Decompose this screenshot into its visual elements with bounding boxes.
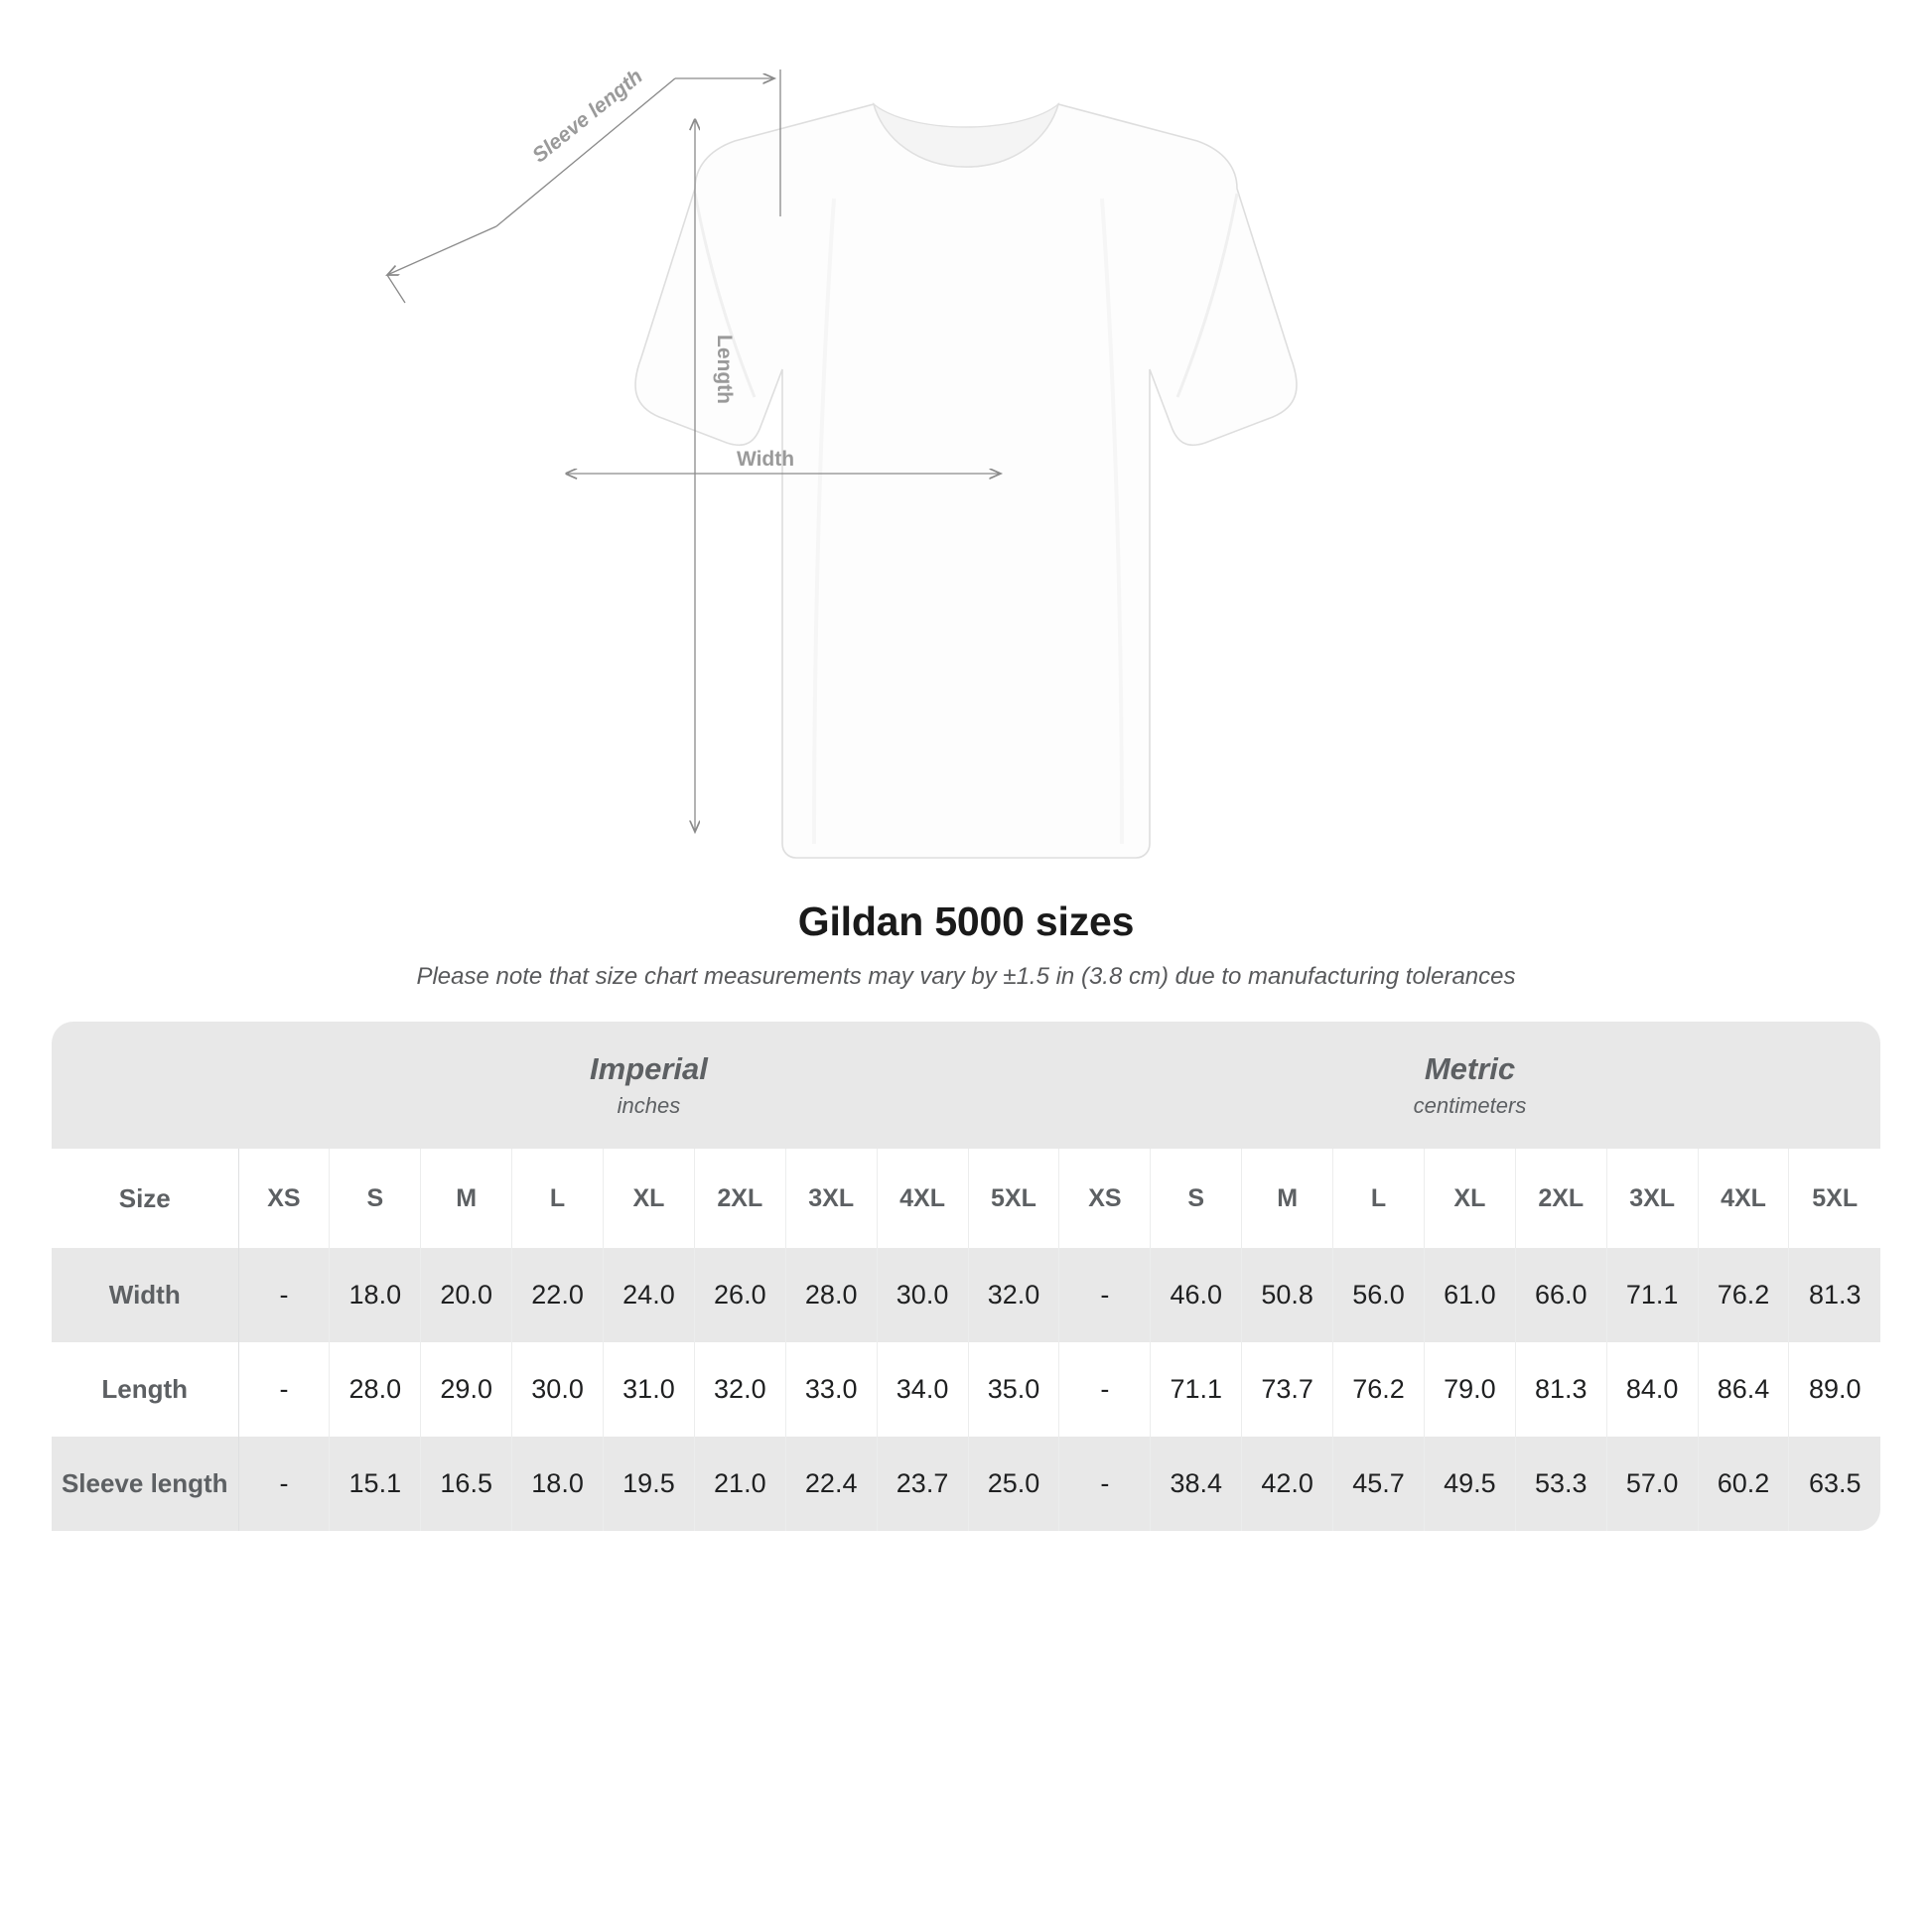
table-row: Width -18.0 20.0 22.0 24.0 26.0 28.0 30.0 32.0-4… — [52, 1248, 1880, 1342]
cell-value: - — [238, 1342, 331, 1437]
unit-group-name: Imperial — [590, 1050, 708, 1086]
cell-value: 23.7 — [877, 1437, 969, 1531]
cell-value: 16.5 — [420, 1437, 513, 1531]
cell-value: - — [238, 1248, 331, 1342]
row-label-length: Length — [52, 1342, 239, 1437]
cell-value: - — [1058, 1342, 1152, 1437]
size-column-header-metric-5xl: 5XL — [1788, 1149, 1880, 1248]
cell-value: 31.0 — [603, 1342, 695, 1437]
tshirt-illustration: Sleeve length Length Width — [0, 65, 1298, 859]
cell-value: - — [1058, 1437, 1152, 1531]
unit-banner-spacer — [52, 1022, 238, 1149]
size-column-header-metric-xl: XL — [1424, 1149, 1516, 1248]
size-column-header-imperial-3xl: 3XL — [785, 1149, 878, 1248]
unit-banner-row: Imperial inches Metric centimeters — [52, 1022, 1880, 1149]
size-column-header-imperial-m: M — [420, 1149, 513, 1248]
cell-value: 19.5 — [603, 1437, 695, 1531]
cell-value: 30.0 — [877, 1248, 969, 1342]
cell-value: 35.0 — [968, 1342, 1060, 1437]
cell-value: 42.0 — [1241, 1437, 1334, 1531]
cell-value: 53.3 — [1515, 1437, 1607, 1531]
cell-value: 81.3 — [1788, 1248, 1880, 1342]
cell-value: 22.0 — [511, 1248, 604, 1342]
cell-value: 89.0 — [1788, 1342, 1880, 1437]
size-column-header-imperial-l: L — [511, 1149, 604, 1248]
measurement-annotations — [387, 69, 1001, 832]
size-column-header-metric-2xl: 2XL — [1515, 1149, 1607, 1248]
cell-value: 63.5 — [1788, 1437, 1880, 1531]
cell-value: 84.0 — [1606, 1342, 1699, 1437]
cell-value: 24.0 — [603, 1248, 695, 1342]
size-column-header-imperial-2xl: 2XL — [694, 1149, 786, 1248]
cell-value: 28.0 — [329, 1342, 422, 1437]
tshirt-diagram: Sleeve length Length Width — [0, 0, 1932, 894]
tshirt-garment — [634, 102, 1298, 859]
cell-value: 71.1 — [1150, 1342, 1243, 1437]
cell-value: 76.2 — [1332, 1342, 1425, 1437]
cell-value: 20.0 — [420, 1248, 513, 1342]
size-column-header-imperial-s: S — [329, 1149, 422, 1248]
cell-value: 86.4 — [1698, 1342, 1790, 1437]
size-column-header-metric-4xl: 4XL — [1698, 1149, 1790, 1248]
row-label-width: Width — [52, 1248, 239, 1342]
size-column-header-metric-l: L — [1332, 1149, 1425, 1248]
size-chart-table-container: Imperial inches Metric centimeters Size XS S M L… — [52, 1022, 1880, 1531]
cell-value: 34.0 — [877, 1342, 969, 1437]
size-column-header-imperial-xs: XS — [238, 1149, 331, 1248]
cell-value: 18.0 — [511, 1437, 604, 1531]
cell-value: 32.0 — [968, 1248, 1060, 1342]
cell-value: - — [1058, 1248, 1152, 1342]
cell-value: 76.2 — [1698, 1248, 1790, 1342]
cell-value: 26.0 — [694, 1248, 786, 1342]
cell-value: 46.0 — [1150, 1248, 1243, 1342]
cell-value: 18.0 — [329, 1248, 422, 1342]
cell-value: 49.5 — [1424, 1437, 1516, 1531]
label-width: Width — [737, 448, 794, 471]
cell-value: 25.0 — [968, 1437, 1060, 1531]
cell-value: 50.8 — [1241, 1248, 1334, 1342]
size-header-label: Size — [52, 1149, 239, 1248]
size-column-header-imperial-xl: XL — [603, 1149, 695, 1248]
page-title: Gildan 5000 sizes — [797, 898, 1135, 944]
unit-group-subtitle: centimeters — [1413, 1092, 1527, 1118]
cell-value: 45.7 — [1332, 1437, 1425, 1531]
cell-value: 61.0 — [1424, 1248, 1516, 1342]
size-column-header-metric-3xl: 3XL — [1606, 1149, 1699, 1248]
page-subtitle: Please note that size chart measurements… — [416, 963, 1516, 991]
size-header-row: Size XS S M L XL 2XL 3XL 4XL 5XL XS S M L XL 2XL 3XL 4XL 5… — [52, 1149, 1880, 1248]
cell-value: 28.0 — [785, 1248, 878, 1342]
size-column-header-metric-xs: XS — [1058, 1149, 1152, 1248]
cell-value: 30.0 — [511, 1342, 604, 1437]
table-row: Sleeve length -15.1 16.5 18.0 19.5 21.0 22.4 23… — [52, 1437, 1880, 1531]
unit-group-metric: Metric centimeters — [1058, 1022, 1880, 1149]
cell-value: 15.1 — [329, 1437, 422, 1531]
cell-value: 22.4 — [785, 1437, 878, 1531]
row-label-sleeve-length: Sleeve length — [52, 1437, 239, 1531]
size-chart-table: Imperial inches Metric centimeters Size XS S M L… — [52, 1022, 1880, 1531]
size-column-header-imperial-5xl: 5XL — [968, 1149, 1060, 1248]
cell-value: 29.0 — [420, 1342, 513, 1437]
unit-group-subtitle: inches — [617, 1092, 681, 1118]
unit-group-imperial: Imperial inches — [238, 1022, 1059, 1149]
cell-value: 33.0 — [785, 1342, 878, 1437]
cell-value: 81.3 — [1515, 1342, 1607, 1437]
cell-value: 73.7 — [1241, 1342, 1334, 1437]
cell-value: 32.0 — [694, 1342, 786, 1437]
cell-value: 66.0 — [1515, 1248, 1607, 1342]
cell-value: 38.4 — [1150, 1437, 1243, 1531]
chart-header: Gildan 5000 sizes Please note that size … — [0, 898, 1932, 992]
cell-value: 71.1 — [1606, 1248, 1699, 1342]
size-column-header-metric-m: M — [1241, 1149, 1334, 1248]
size-column-header-metric-s: S — [1150, 1149, 1243, 1248]
cell-value: - — [238, 1437, 331, 1531]
cell-value: 57.0 — [1606, 1437, 1699, 1531]
size-column-header-imperial-4xl: 4XL — [877, 1149, 969, 1248]
label-length: Length — [713, 335, 736, 404]
table-row: Length -28.0 29.0 30.0 31.0 32.0 33.0 34.0 35.0-… — [52, 1342, 1880, 1437]
cell-value: 60.2 — [1698, 1437, 1790, 1531]
unit-group-name: Metric — [1424, 1050, 1516, 1086]
cell-value: 56.0 — [1332, 1248, 1425, 1342]
cell-value: 79.0 — [1424, 1342, 1516, 1437]
cell-value: 21.0 — [694, 1437, 786, 1531]
